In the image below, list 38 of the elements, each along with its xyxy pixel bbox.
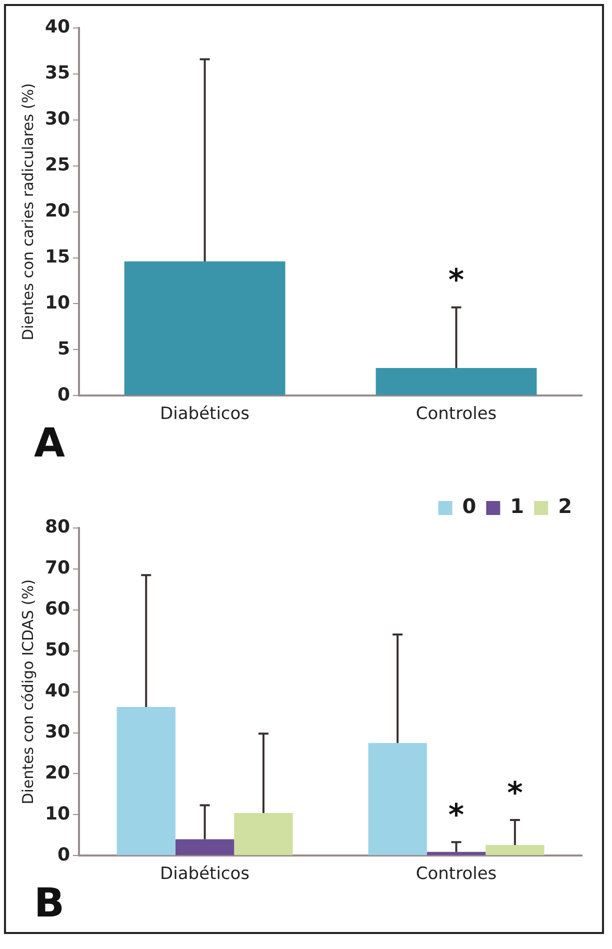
legend-label: 0 <box>462 494 476 518</box>
x-tick-label: Diabéticos <box>160 864 250 884</box>
legend-label: 1 <box>510 494 524 518</box>
y-tick-label: 10 <box>44 803 70 824</box>
y-tick-label: 30 <box>44 108 70 130</box>
annotation: * <box>507 776 524 811</box>
y-tick-label: 20 <box>44 200 70 222</box>
y-tick-label: 0 <box>58 384 70 406</box>
y-tick-label: 25 <box>44 154 70 176</box>
y-axis-title: Dientes con caries radiculares (%) <box>18 83 37 340</box>
y-tick-label: 30 <box>44 721 70 742</box>
y-tick-label: 70 <box>44 558 70 579</box>
x-tick-label: Diabéticos <box>160 404 250 424</box>
bar <box>116 706 176 856</box>
y-tick-label: 0 <box>58 844 70 866</box>
y-tick-label: 20 <box>44 762 70 784</box>
y-tick-label: 40 <box>44 16 70 38</box>
text: A <box>34 420 65 466</box>
bar <box>175 839 234 856</box>
annotation: * <box>448 263 464 298</box>
text: B <box>34 880 64 926</box>
y-tick-label: 10 <box>44 292 70 314</box>
x-tick-label: Controles <box>416 864 497 884</box>
y-tick-label: 80 <box>44 516 70 538</box>
annotation: * <box>448 798 464 833</box>
legend-label: 2 <box>558 494 572 518</box>
y-axis-title: Dientes con código ICDAS (%) <box>18 579 37 804</box>
bar <box>426 852 486 856</box>
x-tick-label: Controles <box>416 404 497 424</box>
bar <box>368 742 427 856</box>
y-tick-label: 5 <box>58 338 70 360</box>
bar <box>234 813 293 856</box>
y-tick-label: 40 <box>44 680 70 702</box>
y-tick-label: 35 <box>44 62 70 84</box>
y-tick-label: 60 <box>44 598 70 620</box>
y-tick-label: 50 <box>44 640 70 661</box>
y-tick-label: 15 <box>44 246 70 268</box>
bar <box>486 844 544 856</box>
